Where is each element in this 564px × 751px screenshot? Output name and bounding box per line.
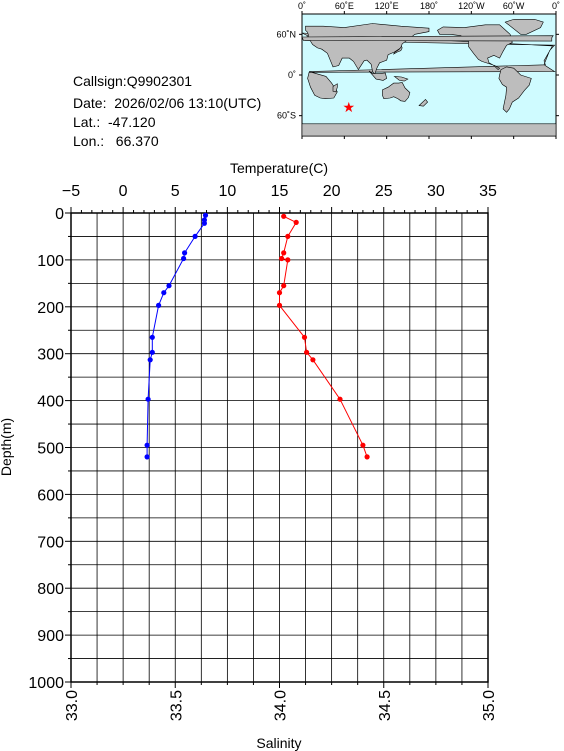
temperature-tick-label: 0 [119, 183, 128, 200]
depth-tick-label: 200 [37, 300, 64, 317]
salinity-point [276, 290, 283, 296]
map-lat-label: 0˚ [288, 70, 296, 80]
temperature-tick-label: 20 [323, 183, 341, 200]
temperature-point [147, 357, 153, 363]
salinity-tick-label: 34.0 [273, 690, 290, 721]
depth-tick-label: 600 [37, 487, 64, 504]
salinity-point [364, 454, 370, 460]
depth-tick-label: 100 [37, 253, 64, 270]
depth-tick-label: 300 [37, 347, 64, 364]
salinity-point [285, 233, 291, 239]
salinity-point [360, 442, 366, 448]
salinity-axis-title: Salinity [256, 735, 301, 751]
temperature-point [144, 442, 150, 448]
temperature-point [161, 290, 167, 296]
depth-tick-label: 500 [37, 441, 64, 458]
temperature-point [181, 255, 187, 262]
salinity-profile-line [279, 215, 368, 458]
salinity-point [293, 219, 299, 225]
landmass-7 [392, 45, 403, 55]
date-text: Date: 2026/02/06 13:10(UTC) [73, 95, 262, 111]
salinity-point [304, 349, 310, 355]
map-lon-label: 60˚E [335, 1, 354, 11]
depth-tick-label: 800 [37, 581, 64, 598]
temperature-point [149, 334, 155, 340]
float-location-star: ★ [343, 99, 356, 115]
salinity-point [310, 357, 316, 363]
location-map: 0˚ 60˚E 120˚E 180˚ 120˚W 60˚W 0˚ 60˚N 0˚ 60˚S ★ [276, 1, 560, 139]
temperature-point [166, 283, 172, 289]
map-lat-label: 60˚N [276, 29, 296, 39]
salinity-point [281, 213, 287, 219]
map-lat-label: 60˚S [277, 111, 296, 121]
depth-tick-label: 0 [55, 206, 64, 223]
temperature-tick-label: 30 [427, 183, 445, 200]
landmass-4 [504, 19, 544, 35]
salinity-tick-label: 33.0 [64, 690, 81, 721]
callsign-text: Callsign:Q9902301 [73, 73, 193, 89]
map-lon-label: 0˚ [298, 1, 306, 11]
salinity-point [281, 283, 287, 289]
salinity-tick-label: 34.5 [377, 690, 394, 721]
temperature-profile-line [146, 215, 206, 457]
temperature-point [144, 454, 150, 460]
landmass-5 [382, 82, 411, 102]
longitude-text: Lon.: 66.370 [73, 133, 159, 149]
temperature-tick-label: 25 [375, 183, 393, 200]
temperature-point [145, 396, 151, 402]
temperature-point [156, 302, 162, 308]
temperature-point [202, 212, 209, 218]
depth-tick-label: 900 [37, 628, 64, 645]
landmass-9 [368, 70, 388, 81]
landmass-1 [305, 23, 430, 75]
landmass-3 [498, 66, 532, 113]
map-lon-label: 60˚W [503, 1, 525, 11]
landmass-8 [301, 35, 554, 42]
map-lon-label: 120˚E [375, 1, 399, 11]
salinity-point [281, 250, 287, 256]
depth-tick-label: 700 [37, 534, 64, 551]
temperature-axis-title: Temperature(C) [230, 160, 328, 176]
temperature-point [149, 349, 155, 355]
temperature-tick-label: 15 [271, 183, 289, 200]
latitude-text: Lat.: -47.120 [73, 114, 156, 130]
salinity-tick-label: 33.5 [168, 690, 185, 721]
temperature-tick-label: 5 [171, 183, 180, 200]
temperature-tick-label: −5 [62, 183, 80, 200]
landmass-11 [393, 76, 409, 82]
salinity-point [301, 334, 308, 340]
landmass-10 [418, 98, 429, 107]
temperature-point [192, 233, 198, 239]
depth-tick-label: 400 [37, 394, 64, 411]
salinity-point [276, 302, 283, 308]
map-land [301, 19, 557, 137]
salinity-point [285, 257, 291, 263]
temperature-tick-label: 35 [479, 183, 497, 200]
salinity-point [337, 396, 343, 402]
salinity-point [279, 255, 285, 262]
temperature-point [182, 250, 188, 256]
depth-axis-title: Depth(m) [0, 418, 14, 476]
map-lon-label: 0˚ [552, 1, 560, 11]
landmass-6 [332, 83, 338, 93]
temperature-point [201, 220, 207, 226]
depth-tick-label: 1000 [28, 675, 64, 692]
salinity-tick-label: 35.0 [481, 690, 498, 721]
temperature-tick-label: 10 [218, 183, 236, 200]
map-lon-label: 120˚W [458, 1, 485, 11]
map-lon-label: 180˚ [420, 1, 438, 11]
